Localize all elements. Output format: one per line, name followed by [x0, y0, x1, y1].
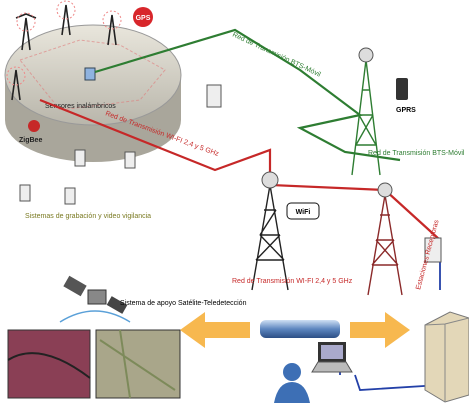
- shape: [274, 382, 310, 403]
- shape: [207, 85, 221, 107]
- shape: [312, 362, 352, 372]
- zigbee-icon: [28, 120, 40, 132]
- shape: [63, 276, 86, 296]
- wifi-bottom-label: Red de Transmisión WI-FI 2,4 y 5 GHz: [232, 278, 353, 285]
- shape: [20, 185, 30, 201]
- shape: [252, 185, 288, 290]
- shape: [425, 312, 469, 402]
- arrow-right: [350, 312, 410, 348]
- wifi-tower: [252, 172, 288, 290]
- laptop: [312, 342, 352, 372]
- shape: [65, 188, 75, 204]
- shape: [88, 290, 106, 304]
- shape: [75, 150, 85, 166]
- shape: [85, 68, 95, 80]
- bts-right-label: Red de Transmisión BTS-Móvil: [368, 150, 465, 157]
- satellite: [60, 276, 130, 322]
- gprs-label: GPRS: [396, 107, 416, 114]
- phone: [396, 78, 408, 100]
- diagram: GPS Sensores inalámbricos ZigBee Red de …: [0, 0, 469, 403]
- wifi-logo: WiFi: [296, 209, 311, 216]
- shape: [283, 363, 301, 381]
- satellite-image-1: [8, 330, 90, 398]
- user: [274, 363, 310, 403]
- satellite-label: Sistema de apoyo Satélite-Teledetección: [120, 300, 247, 307]
- shape: [352, 60, 380, 175]
- shape: [368, 195, 402, 295]
- shape: [359, 48, 373, 62]
- arrow-left: [180, 312, 250, 348]
- shape: [321, 345, 343, 359]
- shape: [125, 152, 135, 168]
- bts-top-label: Red de Transmisión BTS-Móvil: [231, 31, 322, 78]
- zigbee-label: ZigBee: [19, 137, 42, 144]
- shape: [60, 311, 130, 322]
- satellite-image-2: [96, 330, 180, 398]
- video-label: Sistemas de grabación y video vigilancia: [25, 213, 151, 220]
- shape: [262, 172, 278, 188]
- shape: [378, 183, 392, 197]
- data-pipe: [260, 320, 340, 338]
- gps-label: GPS: [136, 15, 151, 22]
- server: [425, 312, 469, 402]
